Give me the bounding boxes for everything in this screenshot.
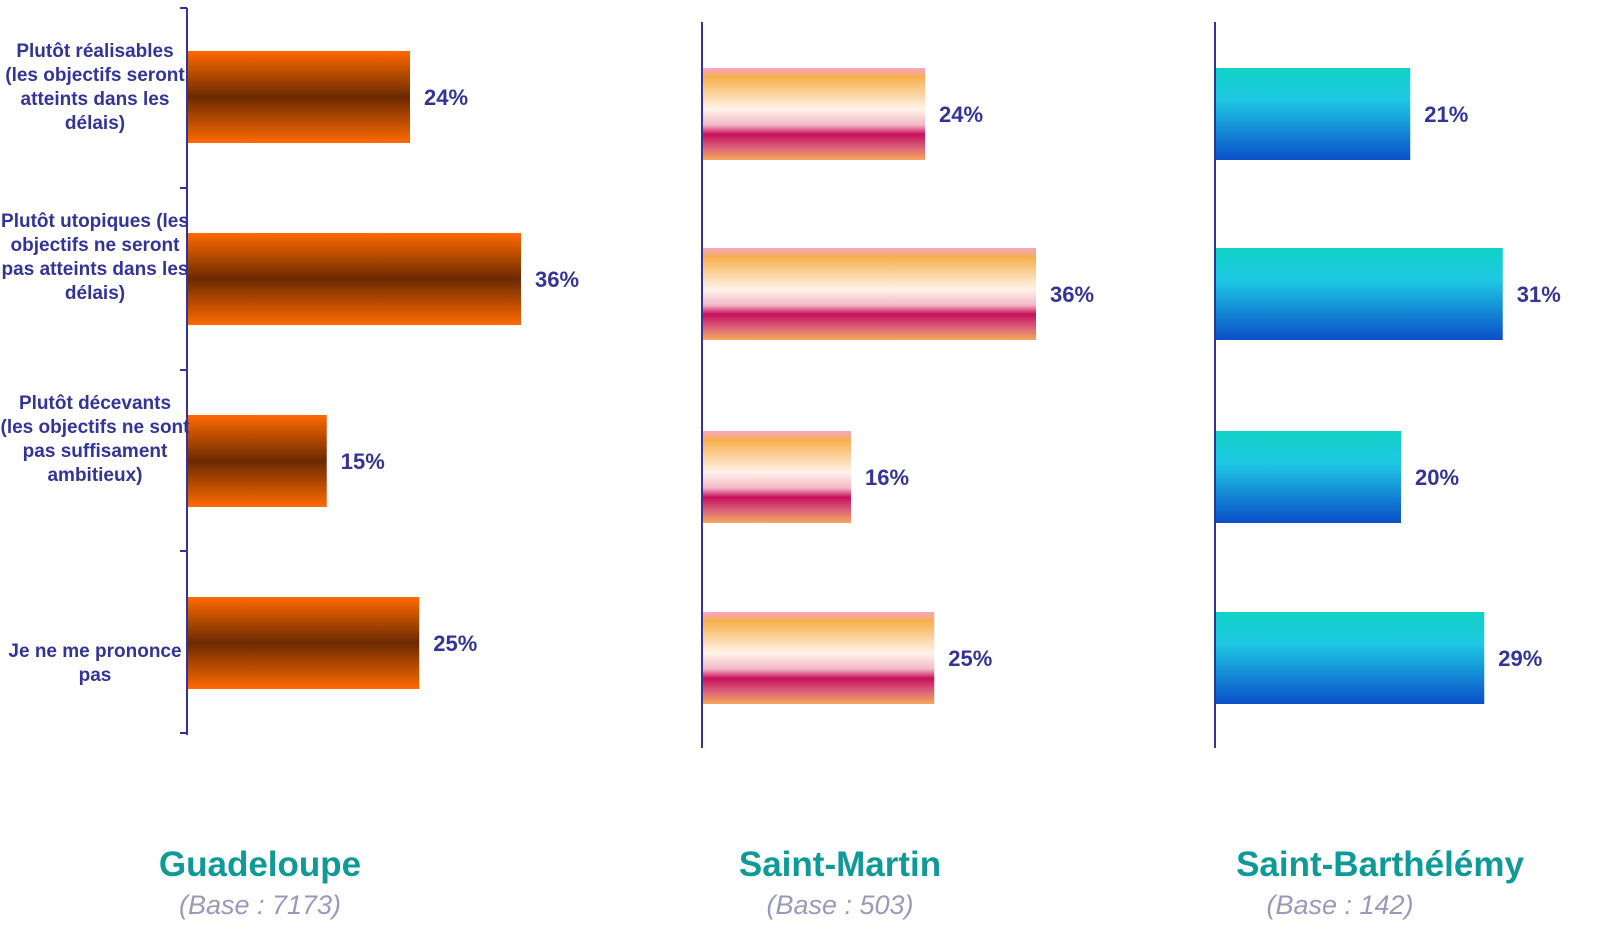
region-title-guadeloupe: Guadeloupe [158,845,362,884]
data-label-saint-barthelemy-1: 21% [1424,102,1468,127]
data-label-saint-barthelemy-3: 20% [1415,465,1459,490]
bar-saint-barthelemy-4 [1216,612,1485,704]
bar-guadeloupe-2 [188,233,521,325]
region-base-guadeloupe: (Base : 7173) [178,890,342,920]
category-label-ne-se-prononce-pas: Je ne me prononce pas [8,641,182,686]
bar-saint-barthelemy-3 [1216,431,1401,523]
bar-saint-martin-3 [703,431,851,523]
bar-guadeloupe-3 [188,415,327,507]
data-label-saint-barthelemy-4: 29% [1498,646,1542,671]
category-label-realisables: Plutôt réalisables (les objectifs seront… [5,41,185,134]
bar-saint-barthelemy-2 [1216,248,1503,340]
data-label-saint-barthelemy-2: 31% [1517,282,1561,307]
data-label-guadeloupe-3: 15% [341,449,385,474]
bar-guadeloupe-1 [188,51,410,143]
data-label-saint-martin-3: 16% [865,465,909,490]
category-label-utopiques: Plutôt utopiques (les objectifs ne seron… [1,211,189,304]
bar-guadeloupe-4 [188,597,420,689]
category-label-decevants: Plutôt décevants (les objectifs ne sont … [0,393,190,486]
region-base-saint-barthelemy: (Base : 142) [1266,890,1414,920]
region-title-saint-martin: Saint-Martin [738,845,942,884]
data-label-saint-martin-2: 36% [1050,282,1094,307]
bar-saint-martin-1 [703,68,925,160]
data-label-guadeloupe-1: 24% [424,85,468,110]
data-label-guadeloupe-2: 36% [535,267,579,292]
data-label-guadeloupe-4: 25% [433,631,477,656]
data-label-saint-martin-4: 25% [948,646,992,671]
bar-saint-martin-4 [703,612,935,704]
data-label-saint-martin-1: 24% [939,102,983,127]
bar-saint-barthelemy-1 [1216,68,1411,160]
region-title-saint-barthelemy: Saint-Barthélémy [1236,845,1524,884]
bar-saint-martin-2 [703,248,1036,340]
region-base-saint-martin: (Base : 503) [766,890,914,920]
